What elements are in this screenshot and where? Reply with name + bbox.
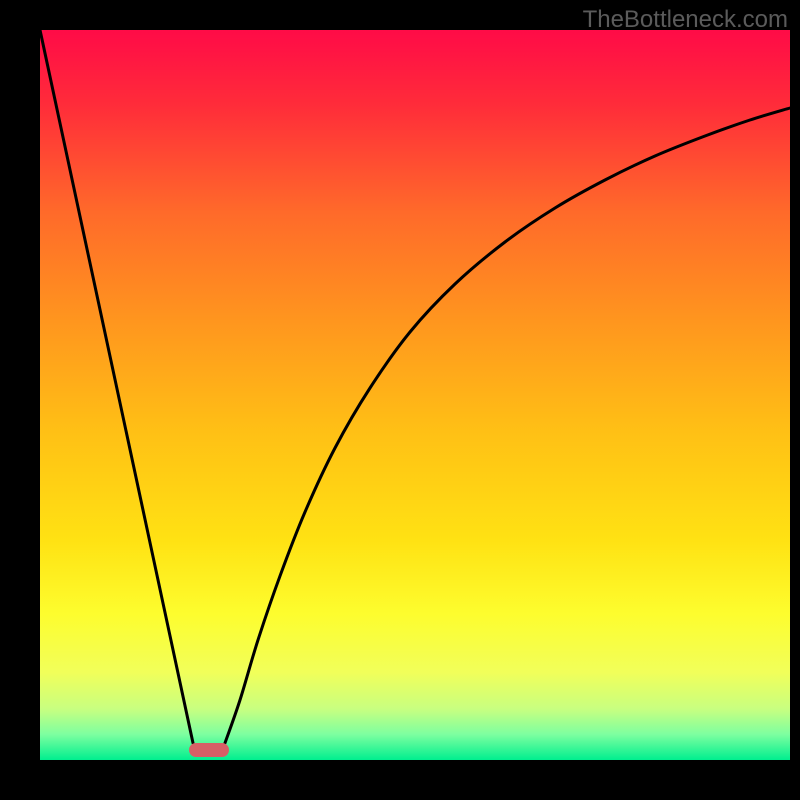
optimal-marker [189,743,229,757]
watermark-text: TheBottleneck.com [583,6,788,34]
frame-left [0,0,40,800]
frame-bottom [0,760,800,800]
bottleneck-curve [0,0,800,800]
frame-right [790,0,800,800]
